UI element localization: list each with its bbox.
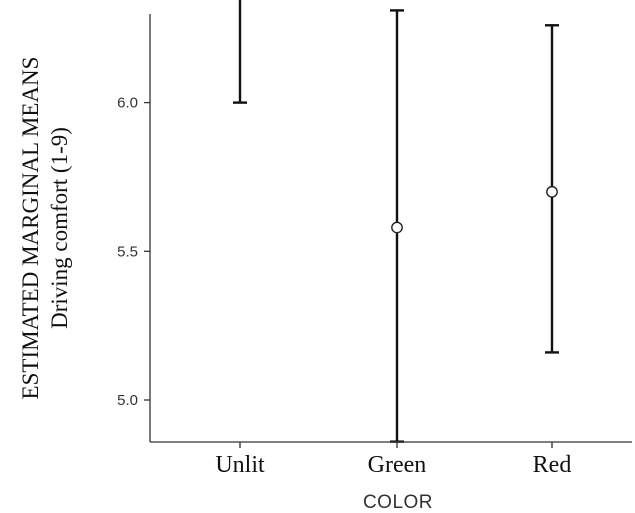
y-axis-label-line-1: ESTIMATED MARGINAL MEANS <box>18 57 43 400</box>
error-bar-group <box>233 0 247 104</box>
y-tick-label: 5.5 <box>117 243 138 260</box>
mean-point <box>546 185 558 198</box>
mean-point <box>391 221 403 234</box>
error-bar-group <box>390 9 404 443</box>
y-axis-ticks: 5.05.56.06.57.07.5 <box>117 95 150 409</box>
x-tick-label: Red <box>533 452 572 478</box>
error-bar-group <box>545 24 559 354</box>
x-tick-label: Green <box>368 452 427 478</box>
x-tick-label: Unlit <box>215 452 265 478</box>
x-axis-ticks: Unlit Green Red <box>215 442 571 478</box>
plot-area <box>233 0 559 443</box>
y-tick-label: 6.0 <box>117 95 138 112</box>
y-tick-label: 5.0 <box>117 392 138 409</box>
x-axis-label: COLOR <box>363 492 433 513</box>
y-axis-label-line-2: Driving comfort (1-9) <box>47 127 72 329</box>
